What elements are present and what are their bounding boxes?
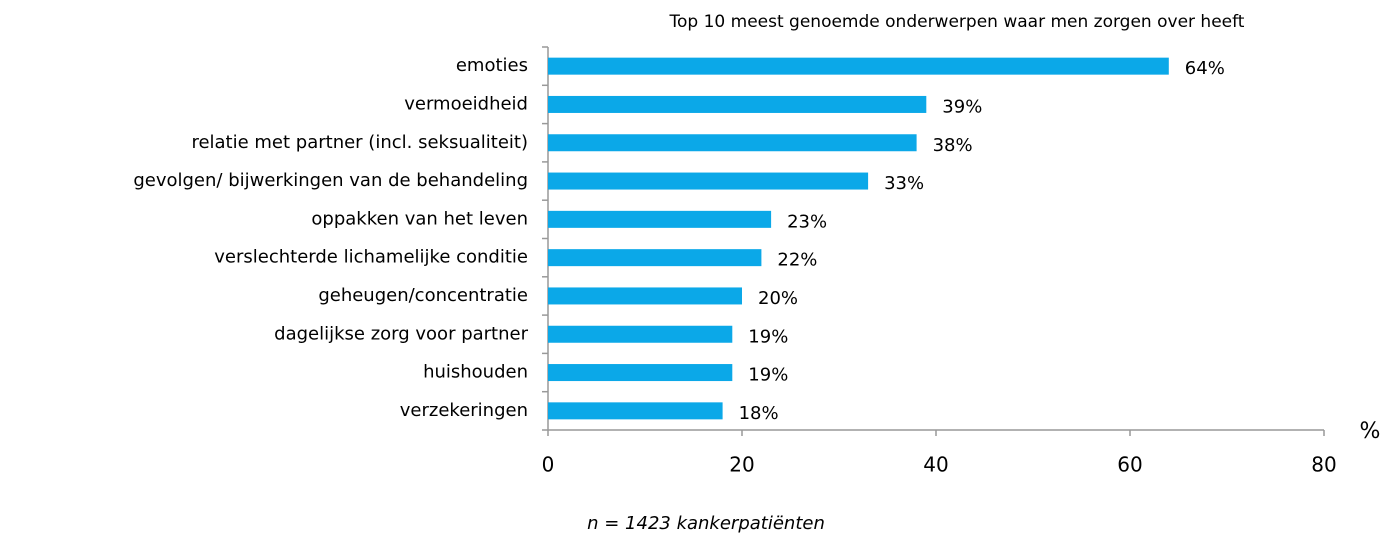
y-tick-label: dagelijkse zorg voor partner xyxy=(274,323,528,344)
data-label: 20% xyxy=(758,288,798,309)
data-label: 64% xyxy=(1185,58,1225,79)
x-tick-label: 40 xyxy=(923,453,948,477)
data-label: 33% xyxy=(884,173,924,194)
bar xyxy=(548,210,772,228)
data-label: 18% xyxy=(739,403,779,424)
data-label: 39% xyxy=(942,96,982,117)
bar xyxy=(548,249,762,267)
bar xyxy=(548,402,723,420)
bar xyxy=(548,364,733,382)
y-tick-label: relatie met partner (incl. seksualiteit) xyxy=(191,132,528,153)
y-tick-label: huishouden xyxy=(423,362,528,383)
y-tick-label: vermoeidheid xyxy=(404,93,528,114)
x-tick-label: 60 xyxy=(1117,453,1142,477)
bar xyxy=(548,134,917,152)
chart-title: Top 10 meest genoemde onderwerpen waar m… xyxy=(669,12,1245,32)
bar xyxy=(548,57,1169,75)
bar xyxy=(548,287,742,305)
bar xyxy=(548,172,869,190)
y-tick-label: verslechterde lichamelijke conditie xyxy=(214,247,528,268)
data-label: 19% xyxy=(748,326,788,347)
footnote: n = 1423 kankerpatiënten xyxy=(587,513,825,534)
x-tick-label: 80 xyxy=(1311,453,1336,477)
data-label: 19% xyxy=(748,365,788,386)
y-tick-label: gevolgen/ bijwerkingen van de behandelin… xyxy=(133,170,528,191)
y-tick-label: verzekeringen xyxy=(400,400,528,421)
bar xyxy=(548,325,733,343)
y-tick-label: oppakken van het leven xyxy=(311,208,528,229)
x-tick-label: 20 xyxy=(729,453,754,477)
y-tick-label: emoties xyxy=(456,55,528,76)
x-axis-label: % xyxy=(1360,419,1381,444)
data-label: 38% xyxy=(933,135,973,156)
bar xyxy=(548,95,927,113)
data-label: 23% xyxy=(787,211,827,232)
x-tick-label: 0 xyxy=(542,453,555,477)
y-tick-label: geheugen/concentratie xyxy=(318,285,528,306)
data-label: 22% xyxy=(777,250,817,271)
